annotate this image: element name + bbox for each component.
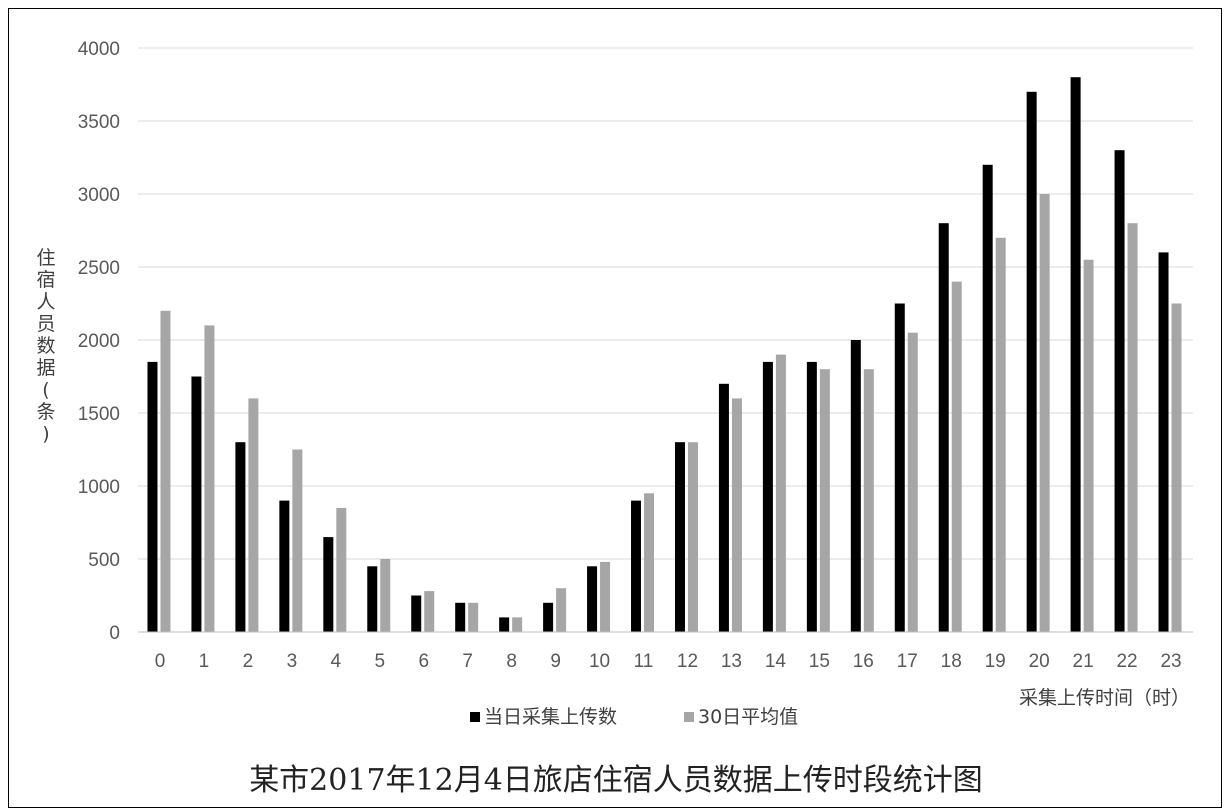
bar-series-1 — [718, 383, 729, 632]
bar-series-2 — [248, 398, 259, 632]
x-tick-label: 12 — [677, 651, 698, 672]
y-tick-label: 2500 — [78, 258, 120, 279]
x-tick-labels: 0 1 2 3 4 5 6 7 8 9 10 11 12 13 14 15 16 17 18 19 20 21 22 23 — [155, 651, 1182, 672]
y-tick-label: 500 — [88, 550, 120, 571]
bar-series-1 — [543, 602, 554, 632]
y-tick-label: 1500 — [78, 404, 120, 425]
gridlines — [138, 47, 1193, 560]
bar-series-2 — [995, 237, 1006, 633]
bar-series-1 — [850, 340, 861, 632]
x-tick-label: 13 — [721, 651, 742, 672]
x-tick-label: 20 — [1029, 651, 1050, 672]
legend: 当日采集上传数 30日平均值 — [470, 706, 798, 728]
x-tick-label: 11 — [634, 651, 654, 672]
bar-series-1 — [674, 442, 685, 632]
bar-series-2 — [1171, 303, 1182, 632]
bar-series-2 — [644, 493, 655, 632]
bar-series-1 — [806, 361, 817, 632]
bar-series-1 — [1070, 77, 1081, 632]
legend-label-series-1: 当日采集上传数 — [484, 706, 617, 728]
bar-series-2 — [907, 332, 918, 632]
bar-series-1 — [1114, 150, 1125, 632]
x-tick-label: 4 — [331, 651, 342, 672]
x-tick-label: 5 — [374, 651, 385, 672]
bar-series-2 — [204, 325, 215, 632]
bar-series-1 — [279, 500, 290, 632]
bar-series-2 — [160, 310, 171, 632]
y-tick-label: 3000 — [78, 185, 120, 206]
y-tick-label: 4000 — [78, 39, 120, 60]
x-tick-label: 17 — [897, 651, 918, 672]
y-tick-label: 2000 — [78, 331, 120, 352]
bar-series-2 — [687, 442, 698, 632]
bar-series-2 — [468, 602, 479, 632]
y-axis-label: 住宿人员数据(条) — [36, 247, 55, 445]
bar-series-1 — [587, 566, 598, 632]
bar-series-1 — [411, 595, 422, 632]
bar-series-2 — [819, 369, 830, 632]
bar-series-2 — [775, 354, 786, 632]
bars — [147, 77, 1182, 633]
bar-series-1 — [1026, 91, 1037, 633]
x-tick-label: 9 — [550, 651, 561, 672]
bar-series-1 — [147, 361, 158, 632]
bar-series-1 — [982, 164, 993, 633]
bar-series-2 — [380, 559, 391, 632]
bar-series-1 — [191, 376, 202, 632]
x-tick-label: 2 — [243, 651, 254, 672]
x-tick-label: 19 — [985, 651, 1006, 672]
x-tick-label: 0 — [155, 651, 166, 672]
bar-series-2 — [556, 588, 567, 632]
bar-series-1 — [1158, 252, 1169, 632]
bar-series-2 — [731, 398, 742, 632]
chart-title: 某市2017年12月4日旅店住宿人员数据上传时段统计图 — [249, 763, 983, 798]
x-axis-label: 采集上传时间（时） — [1019, 687, 1190, 709]
legend-swatch-series-2 — [684, 712, 694, 722]
bar-series-1 — [367, 566, 378, 632]
x-tick-label: 6 — [418, 651, 429, 672]
bar-series-2 — [336, 507, 347, 632]
bar-series-2 — [512, 617, 523, 632]
y-tick-label: 3500 — [78, 112, 120, 133]
x-tick-label: 21 — [1073, 651, 1094, 672]
bar-series-2 — [292, 449, 303, 632]
bar-series-1 — [235, 442, 246, 632]
bar-series-1 — [499, 617, 510, 632]
legend-swatch-series-1 — [470, 712, 480, 722]
bar-series-1 — [894, 303, 905, 632]
x-tick-label: 16 — [853, 651, 874, 672]
x-tick-label: 23 — [1160, 651, 1181, 672]
y-tick-labels: 0 500 1000 1500 2000 2500 3000 3500 4000 — [78, 39, 120, 644]
bar-series-1 — [762, 361, 773, 632]
x-tick-label: 10 — [589, 651, 610, 672]
x-tick-label: 1 — [199, 651, 210, 672]
y-tick-label: 1000 — [78, 477, 120, 498]
x-tick-label: 3 — [287, 651, 298, 672]
bar-series-2 — [424, 591, 435, 632]
x-tick-label: 22 — [1116, 651, 1137, 672]
x-tick-label: 14 — [765, 651, 787, 672]
y-tick-label: 0 — [109, 623, 120, 644]
x-tick-label: 15 — [809, 651, 830, 672]
bar-series-2 — [863, 369, 874, 632]
bar-series-1 — [455, 602, 466, 632]
x-tick-label: 18 — [941, 651, 962, 672]
bar-series-2 — [1127, 223, 1138, 632]
bar-series-2 — [600, 561, 611, 632]
bar-series-2 — [1039, 194, 1050, 632]
bar-series-2 — [1083, 259, 1094, 632]
legend-label-series-2: 30日平均值 — [698, 706, 798, 728]
bar-series-2 — [951, 281, 962, 632]
x-tick-label: 7 — [462, 651, 473, 672]
bar-series-1 — [938, 223, 949, 632]
bar-series-1 — [631, 500, 642, 632]
x-tick-label: 8 — [506, 651, 517, 672]
bar-series-1 — [323, 537, 334, 632]
